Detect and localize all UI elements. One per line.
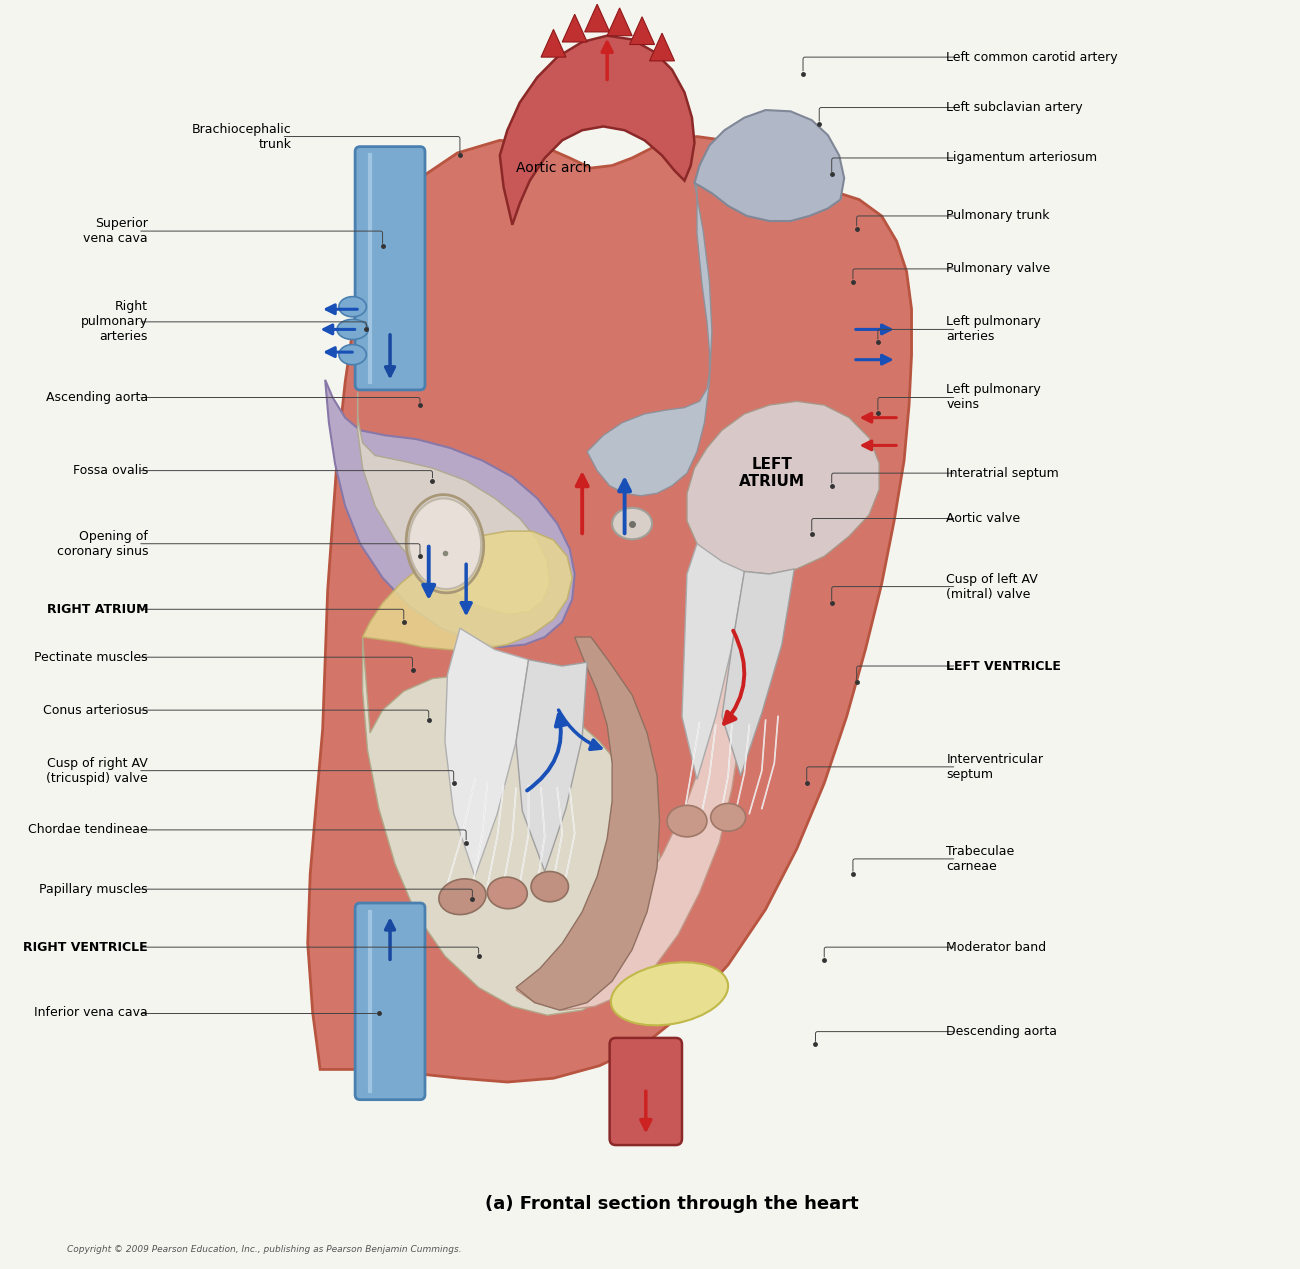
- Polygon shape: [363, 532, 572, 650]
- Text: Cusp of right AV
(tricuspid) valve: Cusp of right AV (tricuspid) valve: [47, 756, 148, 784]
- Polygon shape: [585, 4, 610, 32]
- Text: Trabeculae
carneae: Trabeculae carneae: [946, 845, 1015, 873]
- Polygon shape: [686, 401, 879, 574]
- Polygon shape: [629, 16, 654, 44]
- Text: LEFT VENTRICLE: LEFT VENTRICLE: [946, 660, 1061, 673]
- Polygon shape: [325, 379, 575, 647]
- Text: RIGHT VENTRICLE: RIGHT VENTRICLE: [23, 940, 148, 953]
- Text: Pectinate muscles: Pectinate muscles: [34, 651, 148, 664]
- Ellipse shape: [408, 499, 481, 589]
- Text: Chordae tendineae: Chordae tendineae: [29, 824, 148, 836]
- Ellipse shape: [611, 962, 728, 1025]
- Polygon shape: [682, 543, 745, 779]
- Polygon shape: [516, 574, 745, 1010]
- Text: Left pulmonary
arteries: Left pulmonary arteries: [946, 316, 1041, 344]
- Text: Descending aorta: Descending aorta: [946, 1025, 1057, 1038]
- Polygon shape: [445, 628, 529, 877]
- Text: Papillary muscles: Papillary muscles: [39, 883, 148, 896]
- Text: Fossa ovalis: Fossa ovalis: [73, 464, 148, 477]
- FancyBboxPatch shape: [355, 147, 425, 390]
- Text: Aortic valve: Aortic valve: [946, 511, 1020, 525]
- Polygon shape: [694, 110, 844, 221]
- Polygon shape: [499, 36, 694, 225]
- Polygon shape: [363, 637, 662, 1015]
- Text: Right
pulmonary
arteries: Right pulmonary arteries: [81, 301, 148, 344]
- Polygon shape: [607, 8, 632, 36]
- FancyBboxPatch shape: [355, 904, 425, 1100]
- Polygon shape: [358, 392, 550, 614]
- Text: Aortic arch: Aortic arch: [516, 161, 592, 175]
- Text: Left subclavian artery: Left subclavian artery: [946, 102, 1083, 114]
- Ellipse shape: [530, 872, 568, 902]
- Text: LEFT
ATRIUM: LEFT ATRIUM: [738, 457, 805, 490]
- Text: Ligamentum arteriosum: Ligamentum arteriosum: [946, 151, 1097, 165]
- Text: Pulmonary trunk: Pulmonary trunk: [946, 209, 1050, 222]
- Ellipse shape: [612, 508, 653, 539]
- Text: Cusp of left AV
(mitral) valve: Cusp of left AV (mitral) valve: [946, 572, 1039, 600]
- Text: Opening of
coronary sinus: Opening of coronary sinus: [56, 529, 148, 558]
- Text: Pulmonary valve: Pulmonary valve: [946, 263, 1050, 275]
- Polygon shape: [516, 660, 588, 872]
- Text: Left pulmonary
veins: Left pulmonary veins: [946, 383, 1041, 411]
- Text: RIGHT ATRIUM: RIGHT ATRIUM: [47, 603, 148, 615]
- FancyBboxPatch shape: [610, 1038, 682, 1145]
- Text: Brachiocephalic
trunk: Brachiocephalic trunk: [191, 123, 291, 151]
- Ellipse shape: [711, 803, 746, 831]
- Text: Left common carotid artery: Left common carotid artery: [946, 51, 1118, 63]
- Polygon shape: [722, 569, 794, 775]
- Text: Ascending aorta: Ascending aorta: [46, 391, 148, 404]
- Ellipse shape: [439, 879, 486, 915]
- Text: (a) Frontal section through the heart: (a) Frontal section through the heart: [485, 1195, 859, 1213]
- Text: Copyright © 2009 Pearson Education, Inc., publishing as Pearson Benjamin Cumming: Copyright © 2009 Pearson Education, Inc.…: [66, 1245, 462, 1254]
- Ellipse shape: [667, 806, 707, 836]
- Ellipse shape: [339, 345, 367, 364]
- Text: Conus arteriosus: Conus arteriosus: [43, 703, 148, 717]
- Polygon shape: [650, 33, 675, 61]
- Polygon shape: [562, 14, 588, 42]
- Text: Interatrial septum: Interatrial septum: [946, 467, 1060, 480]
- Ellipse shape: [339, 297, 367, 317]
- Ellipse shape: [488, 877, 528, 909]
- Text: Superior
vena cava: Superior vena cava: [83, 217, 148, 245]
- Polygon shape: [308, 137, 911, 1082]
- Polygon shape: [588, 183, 712, 496]
- Polygon shape: [541, 29, 566, 57]
- Polygon shape: [516, 637, 659, 1010]
- Ellipse shape: [337, 320, 368, 340]
- Text: Inferior vena cava: Inferior vena cava: [34, 1006, 148, 1019]
- Text: Moderator band: Moderator band: [946, 940, 1046, 953]
- Text: Interventricular
septum: Interventricular septum: [946, 753, 1044, 780]
